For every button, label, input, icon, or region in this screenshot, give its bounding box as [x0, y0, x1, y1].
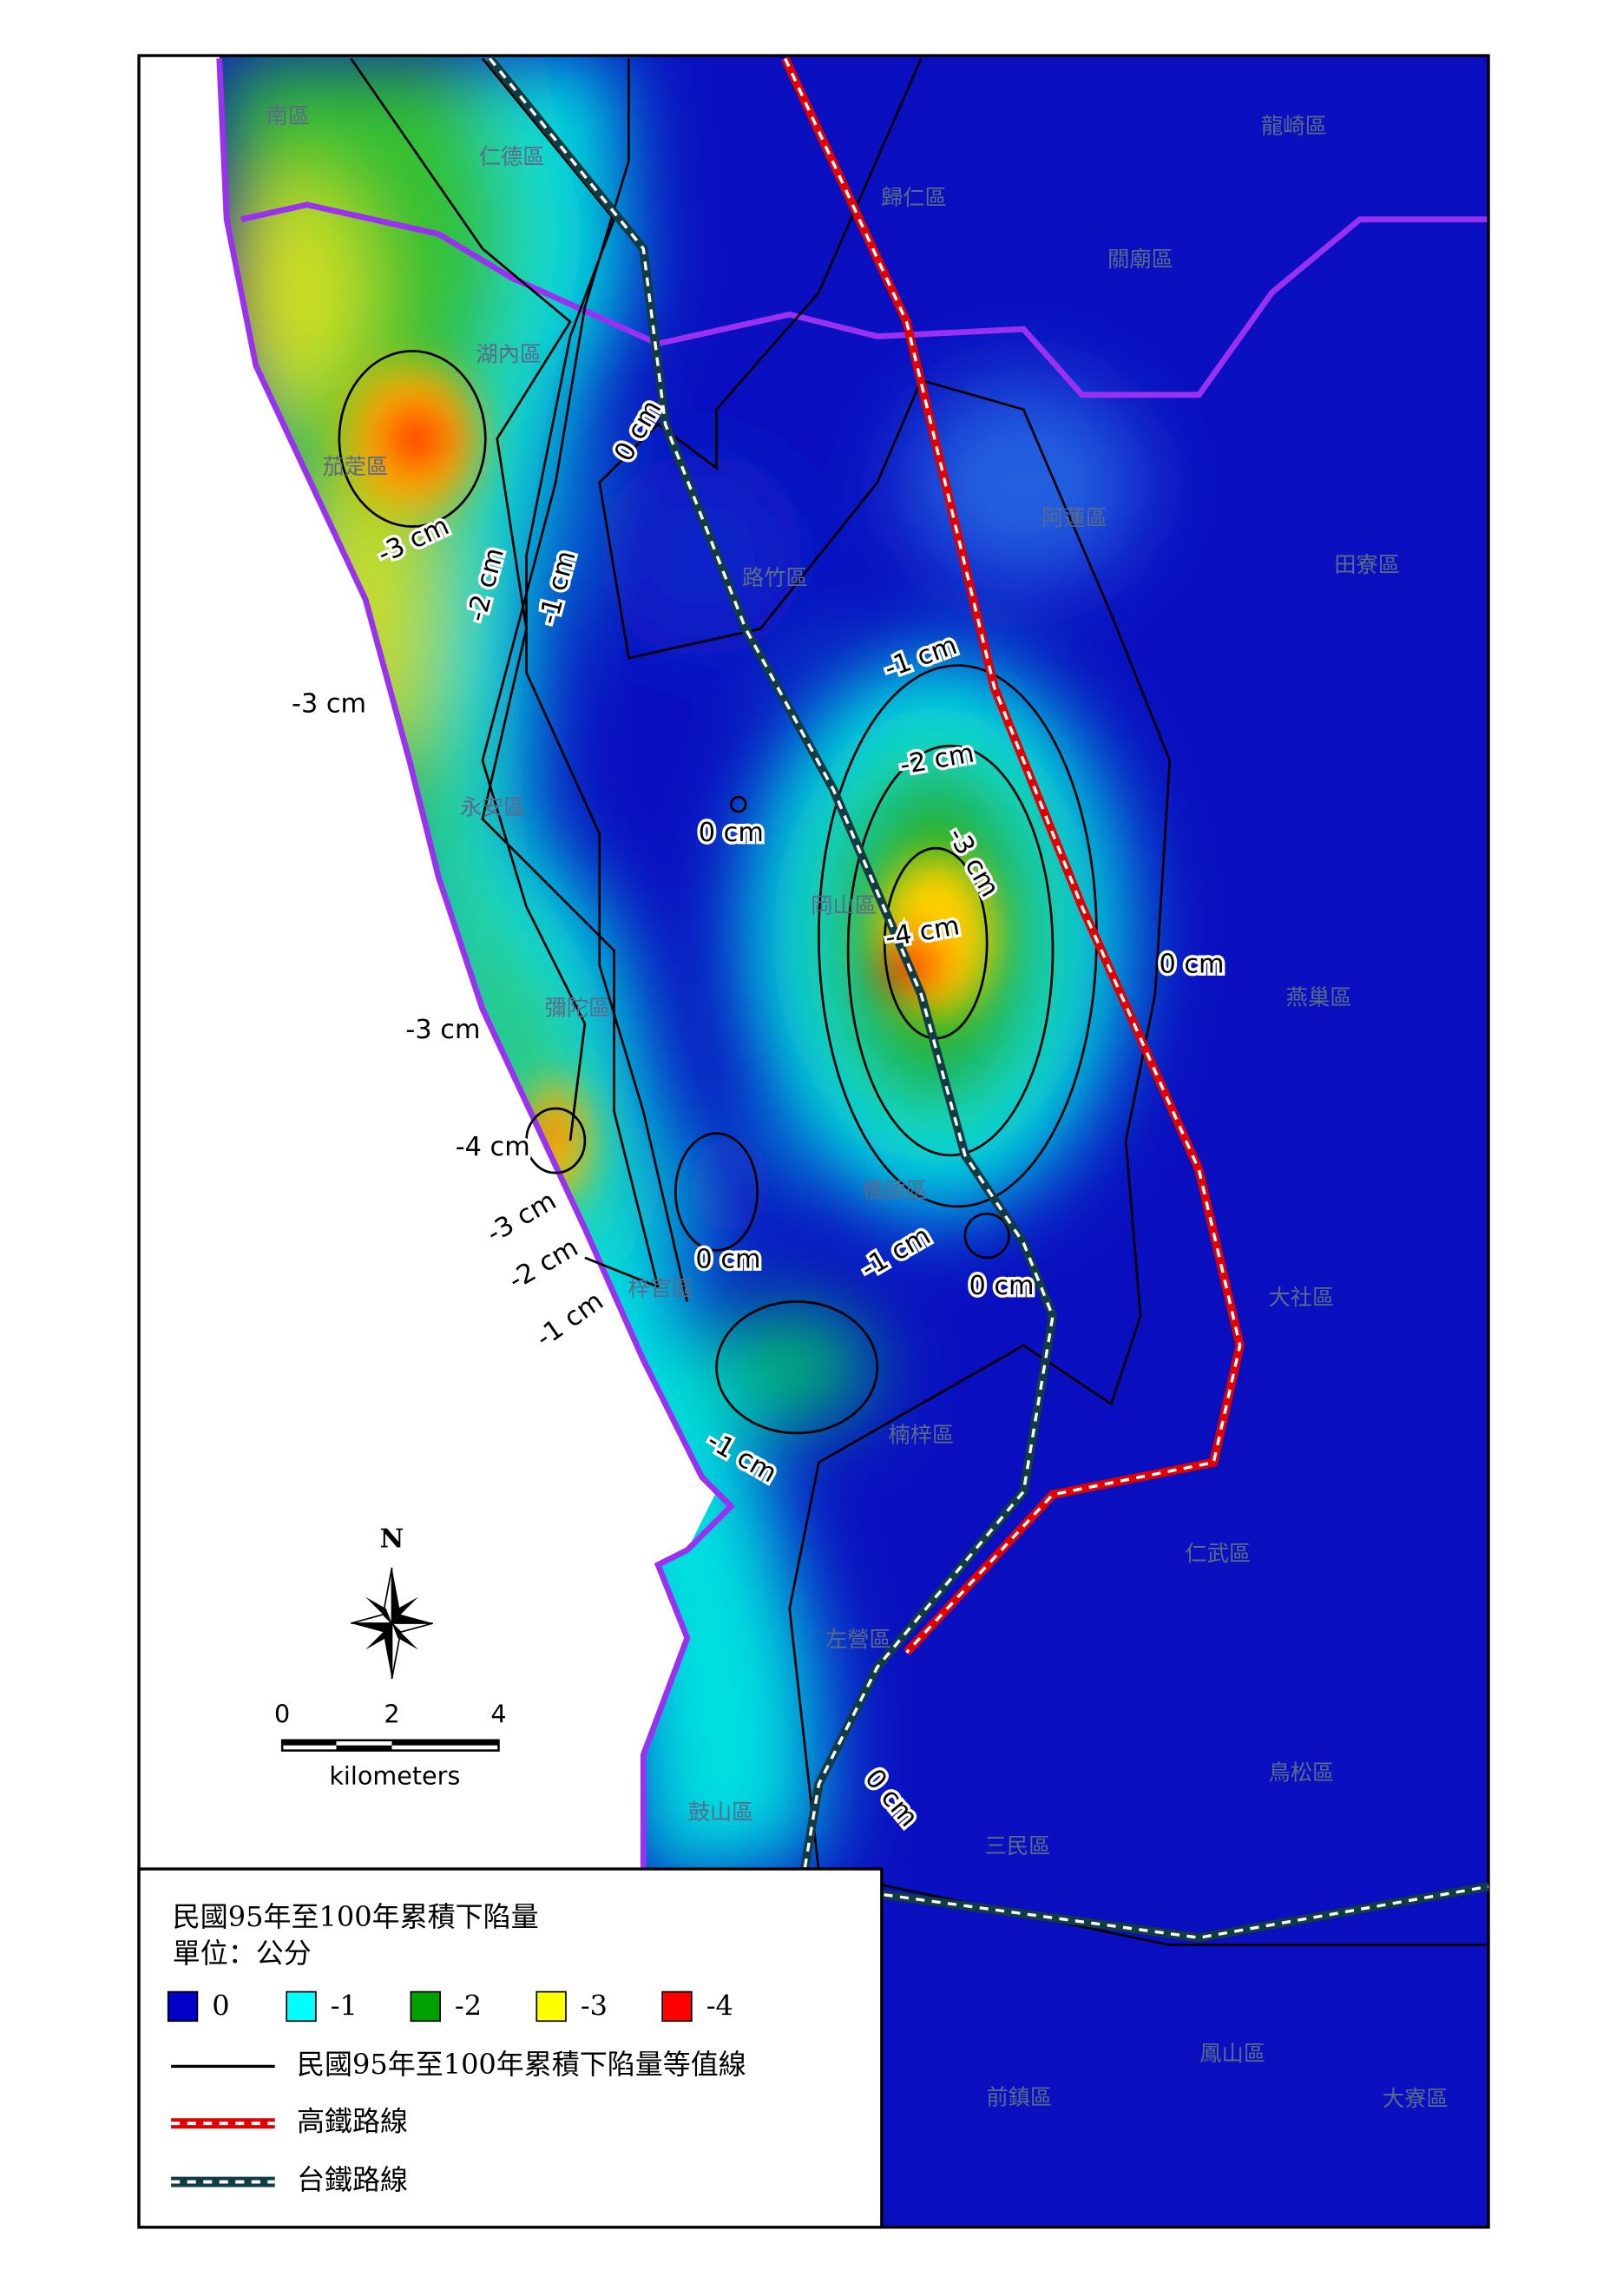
district-label: 關廟區 — [1107, 247, 1173, 272]
district-label: 前鎮區 — [986, 2085, 1052, 2110]
sea — [139, 56, 717, 1872]
district-label: 永安區 — [460, 795, 526, 820]
district-label: 仁德區 — [479, 144, 545, 169]
contour-label: -3 cm — [405, 1015, 480, 1045]
district-label: 龍崎區 — [1261, 114, 1327, 139]
district-label: 南區 — [266, 103, 311, 128]
district-label: 楠梓區 — [888, 1422, 954, 1447]
scale-unit: kilometers — [329, 1760, 460, 1790]
scale-bar: 0 2 4 kilometers — [274, 1700, 507, 1791]
district-label: 湖內區 — [476, 341, 542, 366]
district-label: 路竹區 — [742, 565, 808, 590]
admin-boundary — [216, 58, 1489, 1872]
legend-class-label: -2 — [455, 1990, 482, 2023]
scale-tick: 0 — [274, 1700, 290, 1729]
compass: N — [351, 1523, 433, 1680]
legend-swatch — [167, 1990, 199, 2023]
contour-label: 0 cm — [695, 1245, 760, 1275]
contour-label: -4 cm — [456, 1132, 530, 1162]
legend-line-label: 台鐵路線 — [297, 2163, 408, 2196]
district-label: 三民區 — [985, 1833, 1051, 1859]
district-label: 橋頭區 — [862, 1178, 928, 1203]
legend-class-label: -3 — [581, 1990, 608, 2023]
legend: 民國95年至100年累積下陷量 單位：公分 0 -1 -2 -3 -4 民國95年至100… — [137, 1867, 884, 2229]
rail-dash — [784, 57, 1242, 1654]
district-label: 岡山區 — [811, 893, 877, 918]
district-label: 梓官區 — [628, 1276, 694, 1301]
contour-label: 0 cm — [699, 818, 764, 848]
contour-label: -3 cm — [292, 689, 366, 720]
legend-swatch — [410, 1990, 441, 2023]
district-label: 鳳山區 — [1199, 2041, 1265, 2066]
legend-swatch — [536, 1990, 567, 2023]
district-label: 阿蓮區 — [1041, 505, 1107, 530]
district-label: 茄萣區 — [322, 454, 388, 479]
district-label: 歸仁區 — [881, 185, 947, 210]
scale-tick: 2 — [384, 1700, 399, 1729]
legend-class-label: 0 — [212, 1990, 229, 2023]
legend-line-label: 民國95年至100年累積下陷量等值線 — [297, 2048, 746, 2081]
legend-unit: 單位：公分 — [173, 1937, 312, 1970]
legend-swatch — [286, 1990, 317, 2023]
contour-label: 0 cm — [1159, 949, 1224, 979]
contour-lines — [338, 57, 1489, 1947]
district-label: 田寮區 — [1334, 552, 1400, 577]
district-label: 左營區 — [825, 1627, 891, 1652]
district-label: 仁武區 — [1185, 1541, 1251, 1566]
scale-tick: 4 — [490, 1700, 506, 1729]
district-label: 大社區 — [1268, 1285, 1334, 1310]
legend-swatch — [661, 1990, 693, 2023]
legend-class-label: -1 — [331, 1990, 358, 2023]
district-label: 鼓山區 — [688, 1799, 754, 1825]
contour-label: 0 cm — [969, 1271, 1034, 1301]
compass-label: N — [380, 1523, 404, 1554]
district-label: 大寮區 — [1383, 2086, 1449, 2111]
district-label: 鳥松區 — [1268, 1760, 1334, 1786]
district-label: 彌陀區 — [545, 995, 611, 1020]
district-label: 燕巢區 — [1286, 985, 1352, 1010]
legend-title: 民國95年至100年累積下陷量 — [173, 1900, 539, 1933]
legend-line-label: 高鐵路線 — [297, 2105, 408, 2138]
legend-class-label: -4 — [706, 1990, 733, 2023]
map-body — [139, 56, 1489, 2227]
